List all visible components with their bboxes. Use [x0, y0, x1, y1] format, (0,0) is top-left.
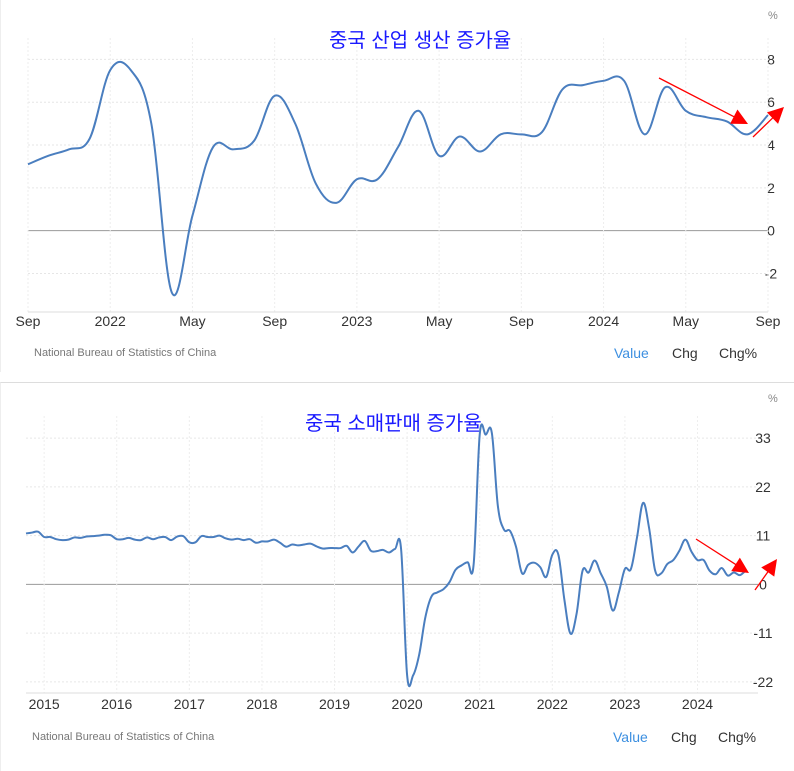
- series-line: [27, 60, 769, 297]
- retail-sales-chart-panel: 33 22 11 0 -11 -22 2015 2016 2017 2018 2019 2020 202…: [0, 382, 794, 771]
- x-tick-label: 2024: [588, 313, 619, 329]
- x-tick-label: May: [673, 313, 699, 329]
- tab-value[interactable]: Value: [614, 345, 649, 361]
- up-arrow-annotation-head: [766, 107, 784, 124]
- retail-sales-chart: 33 22 11 0 -11 -22 2015 2016 2017 2018 2019 2020 202…: [25, 416, 777, 712]
- x-tick-label: 2022: [537, 696, 568, 712]
- x-tick-label: Sep: [756, 313, 781, 329]
- x-tick-label: May: [179, 313, 205, 329]
- y-tick-label: 22: [755, 479, 771, 495]
- x-tick-label: 2023: [609, 696, 640, 712]
- down-arrow-annotation-head: [730, 109, 748, 124]
- x-tick-label: 2023: [341, 313, 372, 329]
- y-tick-label: 11: [756, 528, 771, 544]
- x-tick-label: 2016: [101, 696, 132, 712]
- down-arrow-annotation-shaft: [695, 538, 742, 569]
- x-tick-label: May: [426, 313, 452, 329]
- y-tick-label: 4: [767, 137, 775, 153]
- y-tick-label: 0: [767, 223, 775, 239]
- unit-label: %: [768, 393, 778, 405]
- up-arrow-annotation-head: [761, 559, 777, 577]
- x-tick-label: Sep: [262, 313, 287, 329]
- source-label: National Bureau of Statistics of China: [32, 731, 215, 743]
- tab-value[interactable]: Value: [613, 729, 648, 745]
- x-tick-label: 2017: [174, 696, 205, 712]
- industrial-production-chart-panel: 8 6 4 2 0 -2 Sep 2022 May Sep 2023 May Sep 2024 May Sep…: [0, 0, 794, 372]
- x-tick-label: 2015: [29, 696, 60, 712]
- y-tick-label: 33: [755, 430, 771, 446]
- x-tick-label: 2018: [246, 696, 277, 712]
- x-tick-label: 2020: [392, 696, 423, 712]
- y-tick-label: -11: [753, 625, 772, 641]
- x-tick-label: Sep: [509, 313, 534, 329]
- x-tick-label: 2019: [319, 696, 350, 712]
- y-tick-label: 0: [759, 576, 767, 592]
- x-tick-label: 2022: [95, 313, 126, 329]
- series-line: [25, 423, 747, 688]
- tab-chg[interactable]: Chg: [671, 729, 697, 745]
- x-tick-label: 2021: [464, 696, 495, 712]
- x-tick-label: Sep: [16, 313, 41, 329]
- down-arrow-annotation-shaft: [658, 77, 740, 121]
- tab-chg-percent[interactable]: Chg%: [718, 729, 757, 745]
- unit-label: %: [768, 10, 778, 22]
- source-label: National Bureau of Statistics of China: [34, 347, 217, 359]
- tab-chg-percent[interactable]: Chg%: [719, 345, 758, 361]
- down-arrow-annotation-head: [731, 557, 749, 573]
- chart-title: 중국 산업 생산 증가율: [329, 30, 512, 52]
- chart-title: 중국 소매판매 증가율: [305, 413, 482, 435]
- y-tick-label: 6: [767, 94, 775, 110]
- tab-chg[interactable]: Chg: [672, 345, 698, 361]
- industrial-production-chart: 8 6 4 2 0 -2 Sep 2022 May Sep 2023 May Sep 2024 May Sep: [16, 38, 784, 329]
- y-tick-label: 8: [767, 51, 775, 67]
- y-tick-label: 2: [767, 180, 775, 196]
- y-tick-label: -22: [753, 674, 773, 690]
- y-tick-label: -2: [765, 265, 778, 281]
- x-tick-label: 2024: [682, 696, 713, 712]
